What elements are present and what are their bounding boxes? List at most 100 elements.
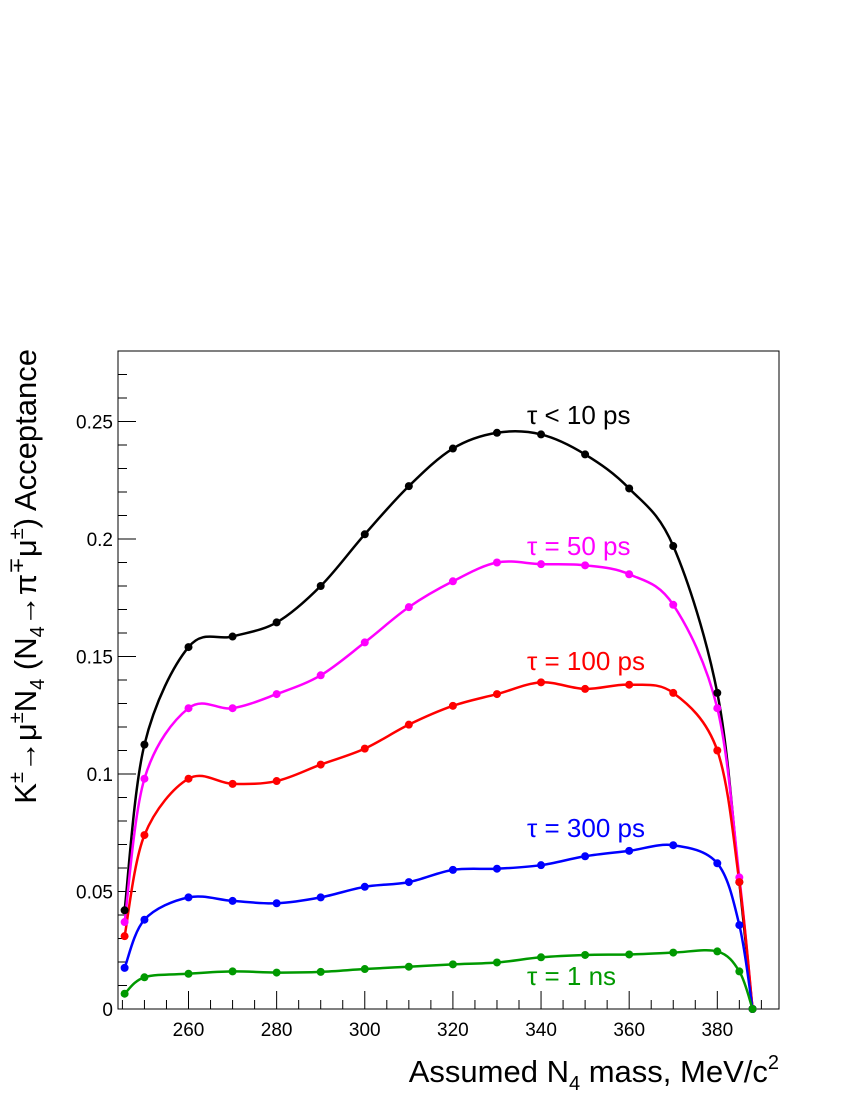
data-point bbox=[581, 561, 590, 570]
data-point bbox=[713, 688, 722, 697]
data-point bbox=[735, 967, 744, 976]
plot-frame bbox=[117, 350, 780, 1010]
data-point bbox=[492, 864, 501, 873]
data-point bbox=[316, 582, 325, 590]
y-axis-title-sup: ± bbox=[6, 528, 28, 539]
axis-ticks: 260 280 300 320 340 360 380 0 0.05 0.1 0.15 0.2 0.25 bbox=[76, 374, 762, 1041]
data-points bbox=[120, 428, 757, 1013]
x-tick-label: 380 bbox=[701, 1020, 733, 1041]
data-point bbox=[228, 967, 237, 976]
x-axis-title-sup: 2 bbox=[768, 1052, 779, 1074]
data-point bbox=[581, 950, 590, 959]
series-line bbox=[123, 430, 754, 1010]
data-point bbox=[625, 484, 634, 493]
data-point bbox=[492, 690, 501, 699]
y-axis-title-part: →μ bbox=[8, 723, 43, 772]
series-label: τ < 10 ps bbox=[527, 400, 631, 430]
data-point bbox=[316, 893, 325, 902]
series-line bbox=[123, 948, 754, 1010]
data-point bbox=[360, 744, 369, 753]
data-point bbox=[713, 947, 722, 956]
data-point bbox=[120, 932, 129, 941]
data-point bbox=[735, 921, 744, 930]
data-point bbox=[448, 960, 457, 969]
x-tick-label: 360 bbox=[613, 1020, 645, 1041]
data-point bbox=[581, 684, 590, 693]
data-point bbox=[537, 678, 546, 687]
data-point bbox=[669, 600, 678, 609]
data-point bbox=[448, 701, 457, 710]
x-axis-title-sub: 4 bbox=[569, 1073, 580, 1095]
y-axis-title-sup: ∓ bbox=[6, 557, 28, 574]
data-point bbox=[713, 704, 722, 713]
data-point bbox=[404, 878, 413, 887]
data-point bbox=[360, 530, 369, 539]
data-point bbox=[537, 861, 546, 870]
data-point bbox=[492, 558, 501, 567]
y-axis-title-sub: 4 bbox=[27, 626, 49, 637]
data-point bbox=[184, 643, 193, 652]
data-point bbox=[140, 740, 149, 749]
data-point bbox=[228, 704, 237, 713]
data-point bbox=[537, 430, 546, 439]
data-point bbox=[404, 962, 413, 971]
data-point bbox=[272, 690, 281, 699]
y-axis-title-sup: ± bbox=[6, 712, 28, 723]
data-point bbox=[120, 989, 129, 998]
data-point bbox=[184, 969, 193, 978]
y-axis-title-part: ) Acceptance bbox=[8, 349, 43, 528]
y-axis-title-part: μ bbox=[8, 539, 43, 557]
x-axis-title: Assumed N4 mass, MeV/c2 bbox=[409, 1052, 779, 1095]
y-axis-title-part: K bbox=[8, 783, 43, 804]
data-point bbox=[669, 542, 678, 551]
data-point bbox=[360, 638, 369, 647]
data-point bbox=[669, 841, 678, 850]
data-point bbox=[120, 918, 129, 927]
data-point bbox=[448, 865, 457, 874]
series-line bbox=[123, 843, 754, 1010]
data-point bbox=[140, 774, 149, 783]
data-point bbox=[228, 632, 237, 641]
data-point bbox=[625, 846, 634, 855]
y-axis-title-part: N bbox=[8, 690, 43, 712]
data-point bbox=[316, 967, 325, 976]
data-point bbox=[625, 950, 634, 959]
data-point bbox=[120, 906, 129, 915]
data-point bbox=[360, 882, 369, 891]
series-label: τ = 1 ns bbox=[527, 961, 616, 991]
series-label: τ = 100 ps bbox=[527, 646, 645, 676]
data-point bbox=[184, 704, 193, 713]
x-tick-label: 260 bbox=[173, 1020, 205, 1041]
y-tick-label: 0.1 bbox=[87, 765, 113, 786]
data-point bbox=[581, 450, 590, 459]
data-point bbox=[120, 963, 129, 972]
y-axis-title-sub: 4 bbox=[27, 679, 49, 690]
y-tick-label: 0 bbox=[102, 1000, 113, 1021]
data-point bbox=[537, 560, 546, 569]
data-point bbox=[448, 444, 457, 453]
x-tick-label: 300 bbox=[349, 1020, 381, 1041]
y-axis-title-sup: ± bbox=[6, 772, 28, 783]
data-point bbox=[581, 852, 590, 861]
data-point bbox=[492, 428, 501, 437]
data-point bbox=[272, 618, 281, 627]
y-tick-label: 0.05 bbox=[76, 883, 113, 904]
data-point bbox=[404, 482, 413, 491]
data-point bbox=[228, 779, 237, 788]
data-point bbox=[184, 774, 193, 783]
x-tick-label: 320 bbox=[437, 1020, 469, 1041]
data-point bbox=[748, 1005, 757, 1013]
y-tick-label: 0.2 bbox=[87, 530, 113, 551]
y-tick-label: 0.15 bbox=[76, 648, 113, 669]
x-tick-label: 340 bbox=[525, 1020, 557, 1041]
data-point bbox=[625, 570, 634, 579]
y-axis-title: K±→μ±N4 (N4→π∓μ±) Acceptance bbox=[6, 349, 49, 804]
series-labels: τ < 10 ps τ = 50 ps τ = 100 ps τ = 300 ps τ … bbox=[527, 400, 645, 991]
y-axis-title-part: →π bbox=[8, 574, 43, 626]
data-point bbox=[735, 878, 744, 887]
data-point bbox=[669, 948, 678, 957]
data-point bbox=[713, 859, 722, 868]
x-tick-label: 280 bbox=[261, 1020, 293, 1041]
data-point bbox=[140, 973, 149, 982]
